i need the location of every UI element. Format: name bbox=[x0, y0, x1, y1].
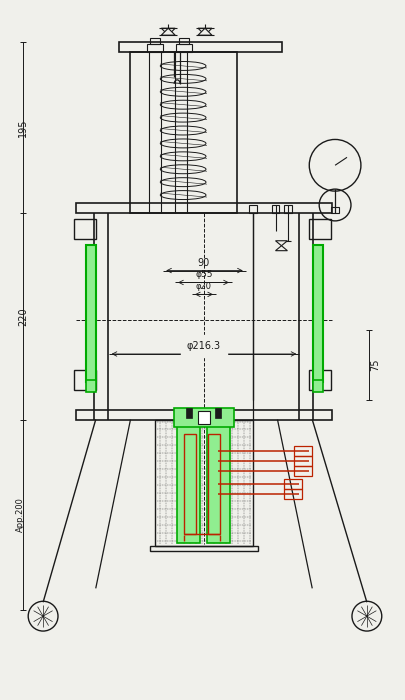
Polygon shape bbox=[161, 28, 175, 35]
Bar bbox=[74, 219, 96, 239]
Bar bbox=[330, 207, 338, 213]
Bar bbox=[248, 205, 256, 213]
Polygon shape bbox=[198, 28, 211, 35]
Bar bbox=[85, 245, 96, 382]
Bar bbox=[284, 205, 292, 213]
Bar bbox=[176, 44, 192, 52]
Text: 220: 220 bbox=[18, 307, 28, 326]
Bar bbox=[150, 38, 160, 44]
Bar bbox=[184, 435, 196, 533]
Bar bbox=[313, 245, 322, 382]
Text: 195: 195 bbox=[18, 118, 28, 136]
Bar bbox=[74, 370, 96, 390]
Bar bbox=[309, 219, 330, 239]
Bar bbox=[214, 407, 220, 417]
Bar bbox=[147, 44, 163, 52]
Bar bbox=[284, 489, 302, 499]
Bar bbox=[185, 407, 192, 417]
Bar bbox=[213, 417, 221, 431]
Polygon shape bbox=[275, 241, 287, 246]
Bar bbox=[294, 447, 311, 456]
Bar bbox=[198, 411, 209, 424]
Bar bbox=[207, 435, 220, 533]
Bar bbox=[130, 52, 236, 213]
Polygon shape bbox=[161, 28, 175, 35]
Text: 75: 75 bbox=[369, 358, 379, 371]
Text: App.200: App.200 bbox=[16, 498, 25, 532]
Bar bbox=[155, 419, 252, 546]
Bar bbox=[174, 407, 233, 428]
Bar bbox=[118, 42, 282, 52]
Bar bbox=[185, 417, 193, 431]
Bar bbox=[294, 456, 311, 466]
Bar bbox=[76, 203, 331, 213]
Bar bbox=[271, 205, 279, 213]
Text: φ55: φ55 bbox=[195, 270, 212, 279]
Bar bbox=[294, 466, 311, 476]
Bar bbox=[309, 370, 330, 390]
Bar bbox=[150, 546, 257, 551]
Bar bbox=[313, 380, 322, 392]
Bar bbox=[284, 479, 302, 489]
Polygon shape bbox=[198, 28, 211, 35]
Text: φ20: φ20 bbox=[196, 282, 211, 291]
Polygon shape bbox=[275, 246, 287, 251]
Bar bbox=[76, 410, 331, 419]
Bar bbox=[85, 380, 96, 392]
Text: 90: 90 bbox=[197, 258, 210, 267]
Bar bbox=[207, 423, 229, 542]
Bar bbox=[177, 423, 200, 542]
Text: φ216.3: φ216.3 bbox=[186, 341, 220, 351]
Bar bbox=[179, 38, 189, 44]
